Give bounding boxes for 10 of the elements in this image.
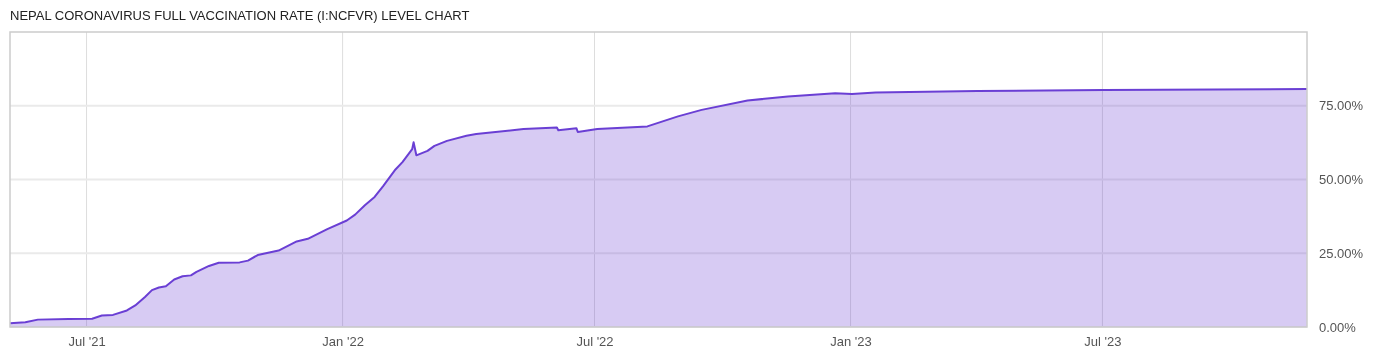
x-tick-label: Jul '22 [576, 334, 614, 350]
chart-title: NEPAL CORONAVIRUS FULL VACCINATION RATE (I:NCFVR) LEVEL CHART [10, 8, 470, 23]
y-tick-label: 0.00% [1319, 319, 1357, 335]
x-tick-label: Jan '22 [322, 334, 364, 350]
y-tick-label: 75.00% [1319, 98, 1364, 114]
y-tick-label: 50.00% [1319, 172, 1364, 188]
x-tick-label: Jan '23 [830, 334, 872, 350]
x-tick-label: Jul '21 [68, 334, 106, 350]
y-tick-label: 25.00% [1319, 245, 1364, 261]
x-tick-label: Jul '23 [1084, 334, 1122, 350]
